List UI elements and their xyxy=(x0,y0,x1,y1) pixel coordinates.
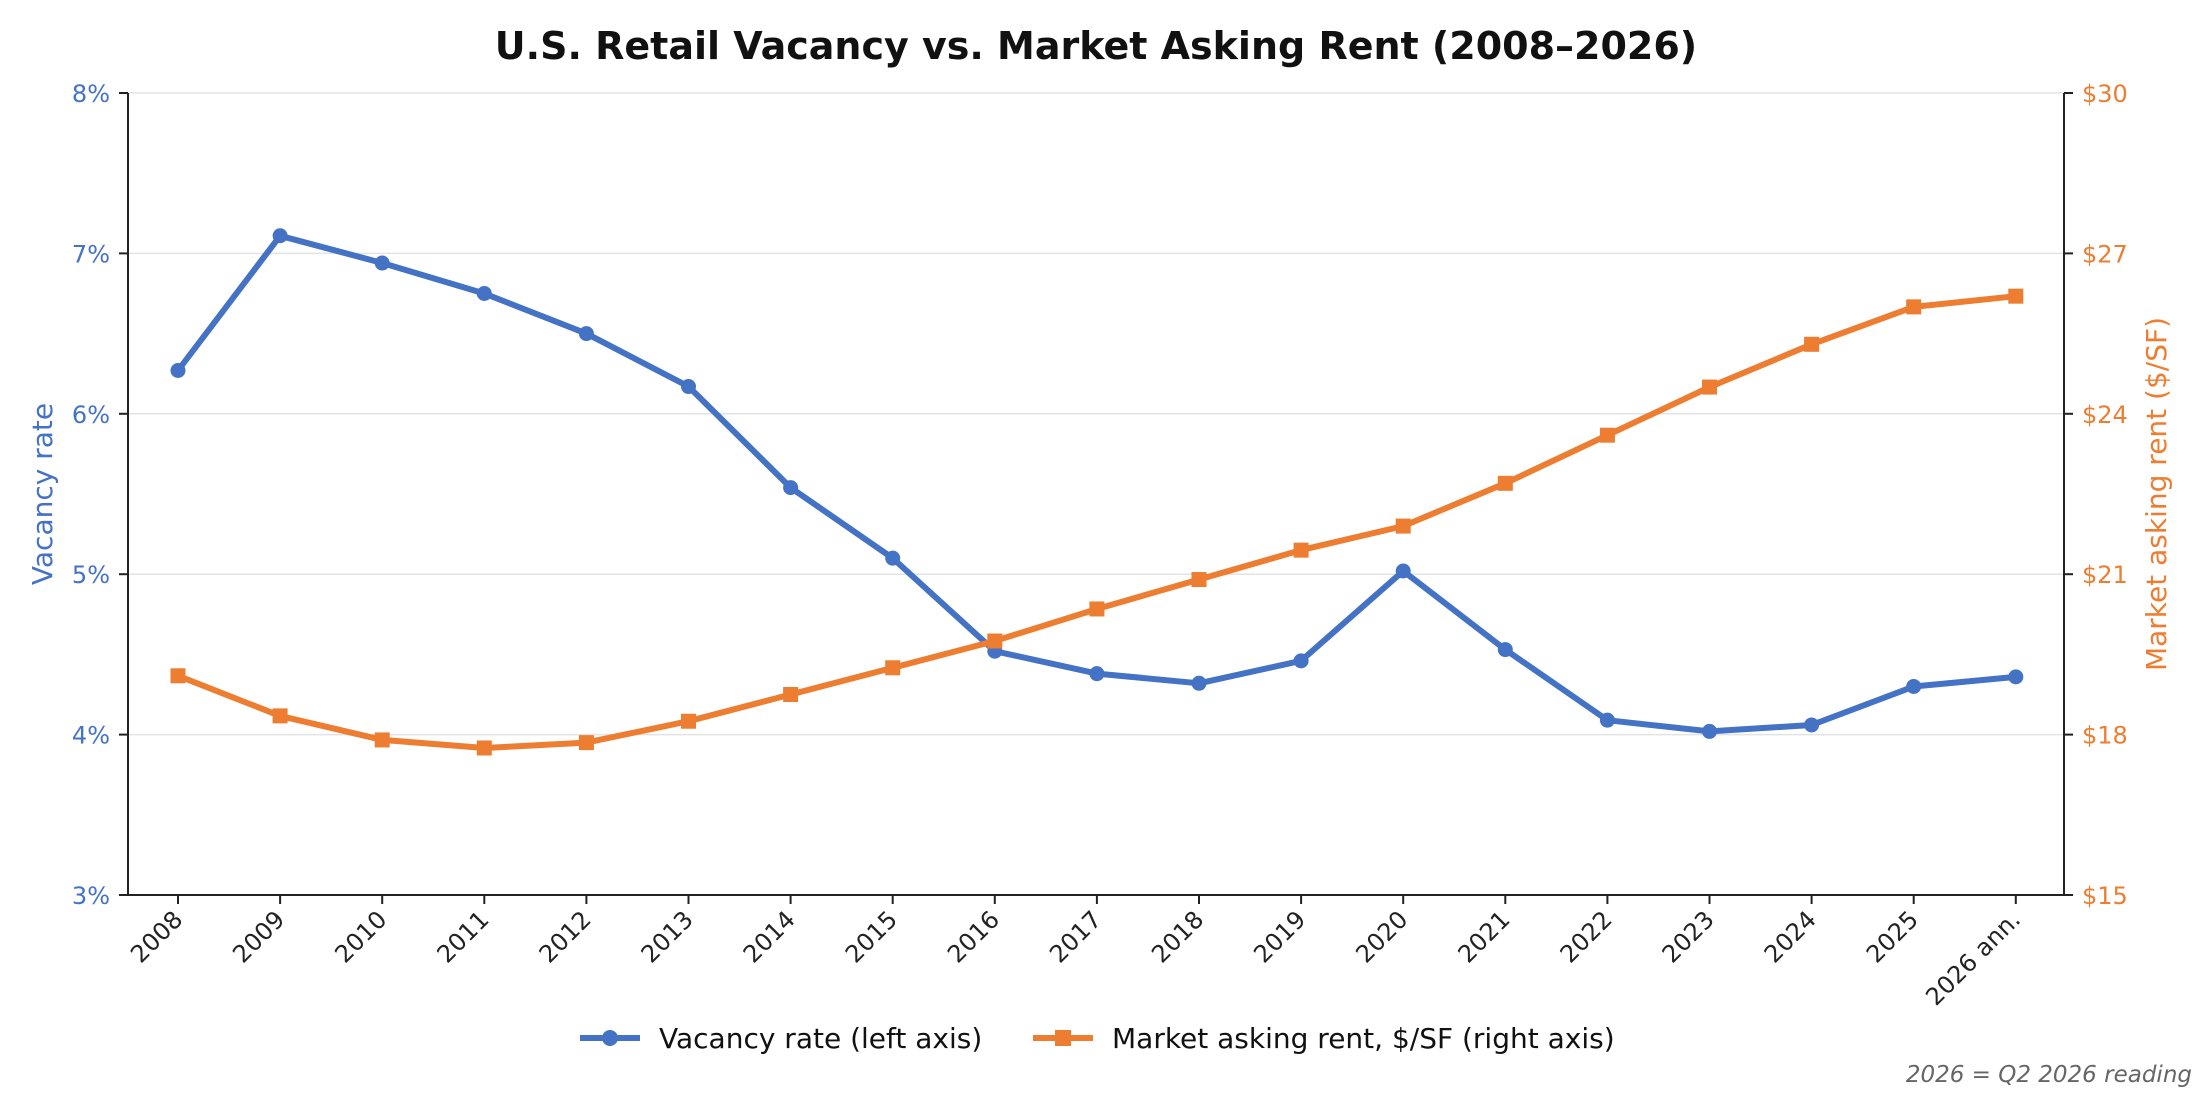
data-point xyxy=(2008,288,2024,304)
x-tick-label: 2026 ann. xyxy=(1920,905,2026,1011)
data-point xyxy=(476,286,492,301)
x-tick-label: 2013 xyxy=(636,905,699,968)
data-point xyxy=(1089,601,1105,617)
data-point xyxy=(272,228,288,244)
x-tick-label: 2024 xyxy=(1759,905,1822,968)
y-left-tick-label: 6% xyxy=(72,401,110,429)
y-right-tick-label: $21 xyxy=(2082,561,2128,589)
y-right-tick-label: $27 xyxy=(2082,240,2128,268)
x-tick-label: 2020 xyxy=(1350,905,1413,968)
series-rent xyxy=(170,288,2024,756)
y-axis-left-label: Vacancy rate xyxy=(26,403,59,585)
data-point xyxy=(1293,653,1309,669)
x-tick-label: 2023 xyxy=(1657,905,1720,968)
data-point xyxy=(374,732,390,748)
data-point xyxy=(1191,572,1207,588)
series xyxy=(170,228,2024,756)
axes xyxy=(127,93,2065,896)
data-point xyxy=(1906,678,1922,694)
legend-item-rent: Market asking rent, $/SF (right axis) xyxy=(1033,1022,1615,1055)
legend-marker-vacancy xyxy=(602,1030,618,1046)
legend-marker-rent xyxy=(1055,1030,1071,1046)
data-point xyxy=(783,687,799,702)
data-point xyxy=(578,735,594,751)
x-tick-label: 2012 xyxy=(534,905,597,968)
y-left-tick-label: 8% xyxy=(72,80,110,108)
y-right-tick-label: $18 xyxy=(2082,722,2128,750)
x-tick-label: 2016 xyxy=(942,905,1005,968)
series-line xyxy=(175,232,2019,735)
y-right-tick-label: $30 xyxy=(2082,80,2128,108)
legend: Vacancy rate (left axis) Market asking r… xyxy=(580,1022,1615,1055)
x-tick-label: 2017 xyxy=(1044,905,1107,968)
data-point xyxy=(1702,723,1717,739)
data-point xyxy=(1293,542,1309,558)
chart-title: U.S. Retail Vacancy vs. Market Asking Re… xyxy=(495,24,1697,68)
chart-footnote: 2026 = Q2 2026 reading xyxy=(1906,1062,2192,1088)
series-vacancy xyxy=(170,228,2024,739)
legend-label-rent: Market asking rent, $/SF (right axis) xyxy=(1112,1022,1615,1055)
x-tick-label: 2009 xyxy=(227,905,290,968)
x-tick-label: 2022 xyxy=(1555,905,1618,968)
legend-item-vacancy: Vacancy rate (left axis) xyxy=(580,1022,982,1055)
y-left-tick-label: 7% xyxy=(72,240,110,268)
data-point xyxy=(1191,675,1207,691)
data-point xyxy=(1599,427,1615,443)
data-point xyxy=(1906,299,1922,315)
data-point xyxy=(1497,642,1513,658)
data-point xyxy=(374,255,390,271)
data-point xyxy=(578,326,594,342)
tick-labels: 3% 4% 5% 6% 7% 8% $15 $18 $21 $24 $27 $30 2008 2009 20… xyxy=(72,80,2128,1011)
x-tick-label: 2015 xyxy=(840,905,903,968)
x-tick-label: 2019 xyxy=(1248,905,1311,968)
y-left-tick-label: 3% xyxy=(72,882,110,910)
x-tick-label: 2010 xyxy=(329,905,392,968)
data-point xyxy=(1702,379,1717,395)
y-right-tick-label: $15 xyxy=(2082,882,2128,910)
data-point xyxy=(1599,712,1615,728)
x-tick-label: 2021 xyxy=(1453,905,1516,968)
y-left-tick-label: 5% xyxy=(72,561,110,589)
data-point xyxy=(885,660,901,676)
data-point xyxy=(170,668,186,684)
data-point xyxy=(783,480,799,496)
x-tick-label: 2014 xyxy=(738,905,801,968)
data-point xyxy=(476,740,492,756)
x-tick-label: 2011 xyxy=(432,905,495,968)
data-point xyxy=(987,633,1003,649)
y-right-tick-label: $24 xyxy=(2082,401,2128,429)
data-point xyxy=(170,362,186,378)
data-point xyxy=(1497,475,1513,491)
data-point xyxy=(1089,666,1105,682)
gridlines xyxy=(128,92,2064,736)
data-point xyxy=(1804,717,1820,733)
data-point xyxy=(1804,336,1820,352)
data-point xyxy=(681,379,696,395)
legend-label-vacancy: Vacancy rate (left axis) xyxy=(659,1022,982,1055)
data-point xyxy=(681,713,696,729)
data-point xyxy=(2008,669,2024,685)
x-tick-label: 2008 xyxy=(125,905,188,968)
data-point xyxy=(1395,518,1411,534)
x-tick-label: 2025 xyxy=(1861,905,1924,968)
y-axis-right-label: Market asking rent ($/SF) xyxy=(2140,317,2173,671)
data-point xyxy=(272,708,288,724)
data-point xyxy=(885,550,901,566)
y-left-tick-label: 4% xyxy=(72,722,110,750)
data-point xyxy=(1395,563,1411,579)
x-tick-label: 2018 xyxy=(1146,905,1209,968)
